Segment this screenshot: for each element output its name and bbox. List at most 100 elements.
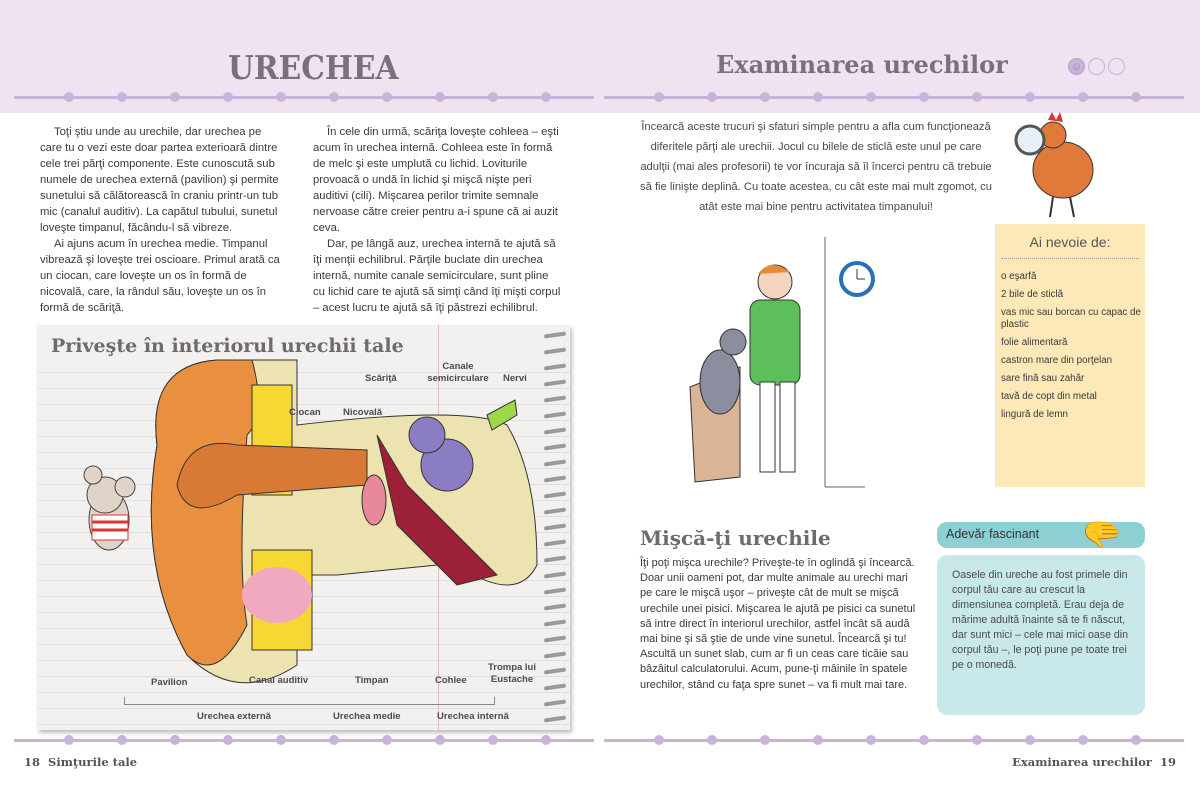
- paragraph: Ai ajuns acum în urechea medie. Timpanul…: [40, 238, 280, 314]
- bone-knot: [1025, 735, 1035, 745]
- bone-knot: [760, 92, 770, 102]
- needs-item: castron mare din porţelan: [1001, 355, 1113, 366]
- bone-knot: [382, 735, 392, 745]
- bone-knot: [919, 92, 929, 102]
- text-column-2: În cele din urmă, scăriţa loveşte cohlee…: [313, 124, 563, 316]
- bone-knot: [1025, 92, 1035, 102]
- section-bracket: [124, 697, 495, 705]
- bone-knot: [972, 92, 982, 102]
- bone-divider-top-left: [14, 92, 594, 102]
- bone-knot: [707, 735, 717, 745]
- paragraph: Toţi ştiu unde au urechile, dar urechea …: [40, 126, 279, 234]
- bone-knot: [223, 92, 233, 102]
- bone-knot: [1131, 735, 1141, 745]
- needs-item: tavă de copt din metal: [1001, 391, 1097, 402]
- needs-item: sare fină sau zahăr: [1001, 373, 1085, 384]
- bone-line: [604, 96, 1184, 99]
- section-external: Urechea externă: [197, 711, 271, 722]
- header-band: [0, 0, 1200, 113]
- paragraph: Dar, pe lângă auz, urechea internă te aj…: [313, 238, 561, 314]
- bone-knot: [866, 92, 876, 102]
- bone-knot: [64, 735, 74, 745]
- bone-knot: [117, 92, 127, 102]
- smiley-icon: ☺: [1068, 58, 1085, 75]
- intro-text: Încearcă aceste trucuri şi sfaturi simpl…: [640, 121, 992, 213]
- bone-knot: [654, 92, 664, 102]
- needs-item: o eşarfă: [1001, 271, 1037, 282]
- bone-knot: [813, 735, 823, 745]
- needs-title: Ai nevoie de:: [1001, 234, 1139, 259]
- bone-knot: [541, 92, 551, 102]
- skeleton-hand-icon: ✋: [1083, 513, 1120, 553]
- fact-title: Adevăr fascinant: [937, 522, 1145, 548]
- label-canale: Canale semicirculare: [427, 361, 489, 384]
- section-middle: Urechea medie: [333, 711, 401, 722]
- right-page-title: Examinarea urechilor: [716, 50, 1008, 79]
- label-pavilion: Pavilion: [151, 677, 188, 688]
- label-trompa: Trompa lui Eustache: [487, 662, 537, 685]
- label-cohlee: Cohlee: [435, 675, 467, 686]
- bone-knot: [972, 735, 982, 745]
- paragraph: În cele din urmă, scăriţa loveşte cohlee…: [313, 126, 559, 234]
- bone-line: [14, 96, 594, 99]
- boy-and-cat-illustration: [689, 237, 875, 488]
- footer-right: Examinarea urechilor 19: [1012, 755, 1176, 769]
- bone-knot: [813, 92, 823, 102]
- difficulty-indicator: ☺: [1068, 58, 1125, 75]
- bone-knot: [1131, 92, 1141, 102]
- bone-knot: [488, 735, 498, 745]
- bone-knot: [707, 92, 717, 102]
- empty-circle-icon: [1108, 58, 1125, 75]
- fact-text: Oasele din ureche au fost primele din co…: [937, 555, 1145, 715]
- bone-knot: [64, 92, 74, 102]
- left-page-title: URECHEA: [228, 48, 399, 87]
- bone-knot: [329, 735, 339, 745]
- bone-knot: [170, 92, 180, 102]
- label-nervi: Nervi: [503, 373, 527, 384]
- label-ciocan: Ciocan: [289, 407, 321, 418]
- page-number: 19: [1159, 755, 1176, 769]
- bone-knot: [382, 92, 392, 102]
- bone-knot: [276, 92, 286, 102]
- bone-line: [14, 739, 594, 742]
- bone-knot: [541, 735, 551, 745]
- label-scarita: Scăriţă: [365, 373, 397, 384]
- label-nicovala: Nicovală: [343, 407, 383, 418]
- needs-item: vas mic sau borcan cu capac de plastic: [1001, 307, 1141, 330]
- hen-illustration: [1014, 112, 1094, 218]
- empty-circle-icon: [1088, 58, 1105, 75]
- bone-knot: [1078, 92, 1088, 102]
- bone-line: [604, 739, 1184, 742]
- page-number: 18: [24, 755, 41, 769]
- bone-knot: [329, 92, 339, 102]
- bone-knot: [117, 735, 127, 745]
- mouse-illustration: [83, 465, 136, 551]
- bone-knot: [919, 735, 929, 745]
- section-internal: Urechea internă: [437, 711, 509, 722]
- needs-box: Ai nevoie de: o eşarfă 2 bile de sticlă va…: [995, 224, 1145, 487]
- bone-knot: [223, 735, 233, 745]
- needs-item: folie alimentară: [1001, 337, 1068, 348]
- bone-knot: [276, 735, 286, 745]
- ear-diagram-notebook: Priveşte în interiorul urechii tale Scăr…: [37, 325, 570, 730]
- bone-knot: [760, 735, 770, 745]
- bone-knot: [866, 735, 876, 745]
- needs-list: o eşarfă 2 bile de sticlă vas mic sau borc…: [995, 259, 1145, 421]
- bone-knot: [435, 92, 445, 102]
- diagram-title: Priveşte în interiorul urechii tale: [51, 335, 404, 357]
- section-title: Mişcă-ţi urechile: [640, 526, 831, 550]
- bone-knot: [170, 735, 180, 745]
- label-timpan: Timpan: [355, 675, 389, 686]
- footer-left: 18 Simţurile tale: [24, 755, 137, 769]
- bone-divider-top-right: [604, 92, 1184, 102]
- needs-item: lingură de lemn: [1001, 409, 1068, 420]
- footer-section: Simţurile tale: [48, 755, 138, 769]
- text-column-1: Toţi ştiu unde au urechile, dar urechea …: [40, 124, 285, 316]
- label-canal-auditiv: Canal auditiv: [249, 675, 309, 686]
- bone-divider-bottom-right: [604, 735, 1184, 745]
- bone-knot: [488, 92, 498, 102]
- bone-knot: [435, 735, 445, 745]
- footer-section: Examinarea urechilor: [1012, 755, 1152, 769]
- needs-item: 2 bile de sticlă: [1001, 289, 1064, 300]
- bone-knot: [654, 735, 664, 745]
